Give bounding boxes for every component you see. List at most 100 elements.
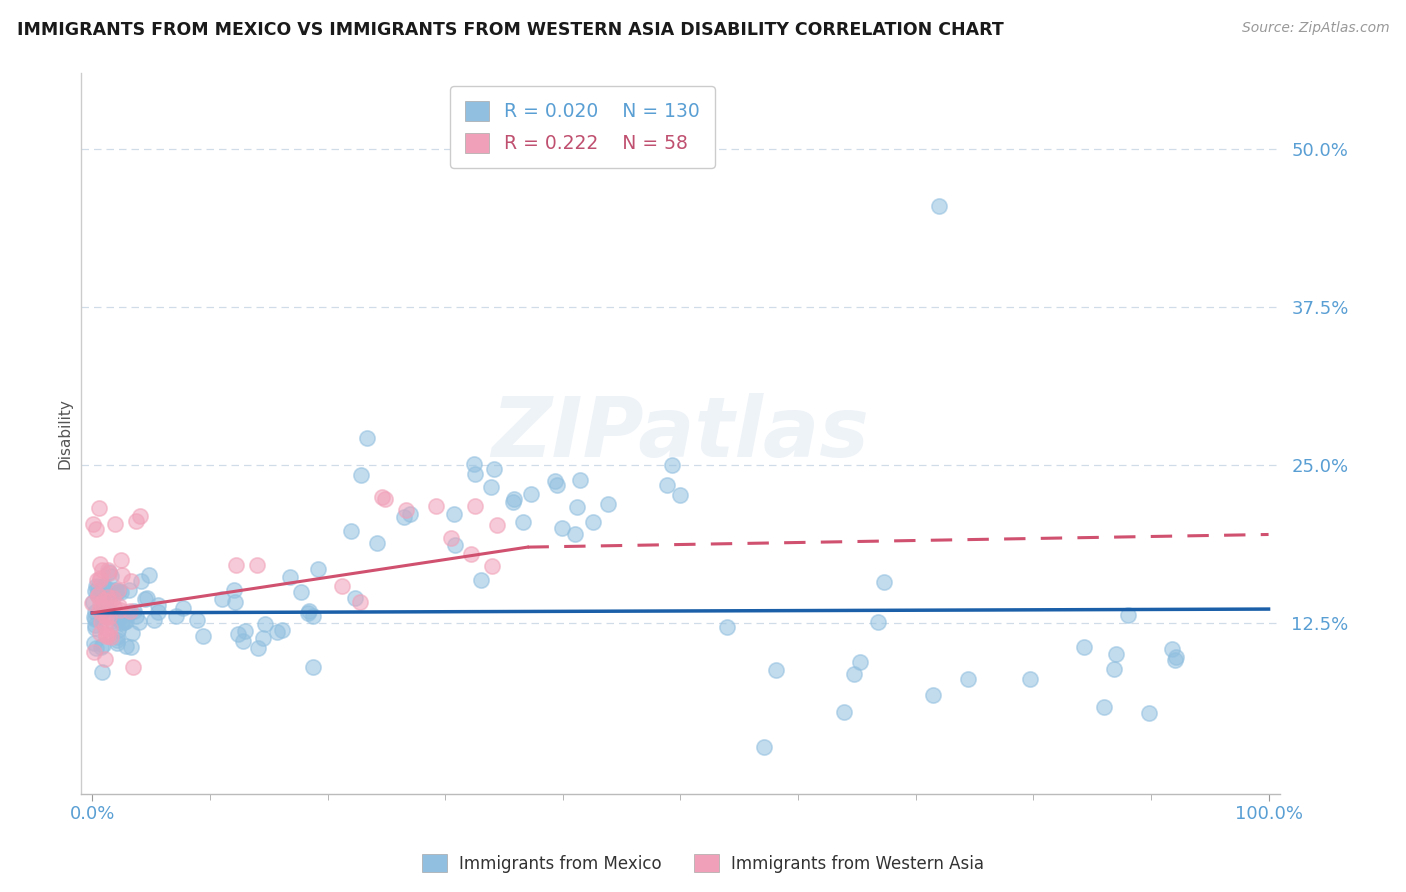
Point (661, 458, 683, 472)
Point (226, 626, 249, 640)
Point (89, 597, 111, 611)
Point (520, 486, 543, 500)
Point (89, 626, 111, 640)
Point (111, 568, 134, 582)
Point (394, 510, 416, 524)
Point (440, 531, 463, 545)
Point (302, 609, 325, 624)
Point (271, 624, 294, 638)
Point (94, 652, 117, 666)
Point (193, 629, 215, 643)
Point (349, 594, 371, 608)
Point (108, 599, 131, 613)
Point (86, 579, 108, 593)
Point (105, 636, 128, 650)
Point (91, 639, 114, 653)
Point (129, 574, 152, 588)
Point (307, 562, 329, 576)
Point (94, 629, 117, 643)
Point (110, 553, 132, 567)
Point (134, 592, 156, 607)
Point (98, 621, 121, 635)
Point (503, 492, 526, 507)
Point (108, 603, 131, 617)
Point (96, 589, 118, 603)
Point (957, 672, 980, 686)
Point (114, 640, 136, 654)
Point (868, 615, 890, 629)
Legend: R = 0.020    N = 130, R = 0.222    N = 58: R = 0.020 N = 130, R = 0.222 N = 58 (450, 86, 716, 169)
Point (107, 624, 129, 638)
Point (83, 610, 105, 624)
Point (121, 626, 143, 640)
Point (842, 667, 865, 681)
Point (84, 622, 107, 636)
Point (350, 468, 373, 483)
Point (546, 478, 568, 492)
Point (122, 659, 145, 673)
Legend: Immigrants from Mexico, Immigrants from Western Asia: Immigrants from Mexico, Immigrants from … (415, 847, 991, 880)
Point (340, 524, 363, 539)
Point (89, 606, 111, 620)
Point (356, 431, 378, 445)
Point (83, 636, 105, 650)
Point (224, 595, 246, 609)
Point (98, 594, 121, 608)
Point (98, 565, 121, 579)
Point (120, 574, 142, 588)
Point (246, 640, 269, 655)
Point (107, 582, 129, 597)
Point (124, 609, 146, 624)
Y-axis label: Disability: Disability (58, 398, 72, 469)
Point (330, 579, 353, 593)
Point (84, 640, 107, 655)
Point (1105, 647, 1128, 661)
Point (90, 590, 112, 604)
Point (298, 604, 321, 618)
Point (470, 574, 492, 588)
Point (921, 688, 943, 702)
Point (83, 605, 105, 619)
Point (482, 462, 505, 476)
Point (668, 488, 690, 502)
Point (297, 606, 319, 620)
Point (1018, 673, 1040, 687)
Point (596, 497, 619, 511)
Point (91, 593, 114, 607)
Point (110, 584, 132, 599)
Point (716, 620, 738, 634)
Point (551, 521, 574, 535)
Point (146, 605, 169, 619)
Point (84, 522, 107, 536)
Point (82, 596, 104, 610)
Point (89, 571, 111, 585)
Point (91, 665, 114, 680)
Point (479, 480, 502, 494)
Point (120, 604, 142, 618)
Point (374, 491, 396, 506)
Point (120, 640, 142, 654)
Point (502, 494, 524, 508)
Point (165, 608, 187, 623)
Point (90, 640, 112, 654)
Point (105, 632, 128, 647)
Point (1092, 700, 1115, 714)
Point (104, 583, 127, 598)
Point (89, 557, 111, 571)
Point (1073, 640, 1095, 655)
Point (93, 608, 115, 623)
Point (86, 574, 108, 588)
Point (754, 739, 776, 754)
Point (82, 516, 104, 531)
Point (100, 569, 122, 583)
Point (224, 583, 246, 598)
Point (94, 609, 117, 624)
Point (564, 527, 586, 541)
Point (1102, 662, 1125, 676)
Point (83, 645, 105, 659)
Point (266, 625, 288, 640)
Point (1164, 649, 1187, 664)
Point (443, 507, 465, 521)
Point (278, 569, 301, 583)
Point (107, 612, 129, 626)
